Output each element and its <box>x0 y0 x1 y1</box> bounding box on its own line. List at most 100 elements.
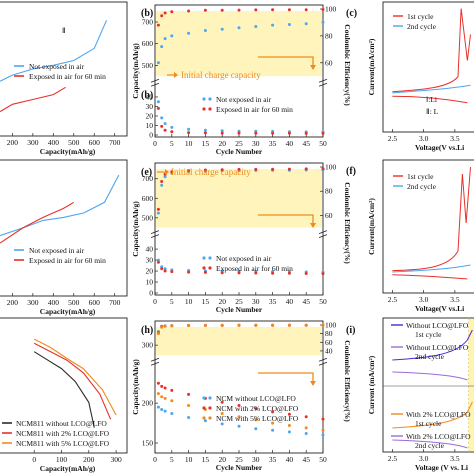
legend-entry: Not exposed in air <box>216 95 272 104</box>
series-line <box>392 264 471 273</box>
data-point <box>163 267 167 271</box>
axis-break <box>318 357 328 362</box>
y-tick-label: 500 <box>142 61 154 70</box>
x-tick-label: 3.5 <box>450 454 460 463</box>
legend-entry: Not exposed in air <box>216 254 272 263</box>
x-tick-label: 45 <box>302 139 310 148</box>
x-tick-label: 45 <box>302 297 310 306</box>
data-point <box>287 412 291 416</box>
data-point <box>271 421 275 425</box>
data-point <box>254 167 258 171</box>
y-axis-label: Capacity(mAh/g) <box>131 201 140 257</box>
series-ncm-with-5-lco-lfo-ce <box>156 323 325 336</box>
data-point <box>304 323 308 327</box>
x-tick-label: 300 <box>27 298 39 307</box>
data-point <box>160 14 164 18</box>
data-point <box>156 106 160 110</box>
arrow-head <box>310 65 316 70</box>
series-line <box>0 20 108 82</box>
data-point <box>163 409 167 413</box>
series-line <box>33 342 112 420</box>
x-tick-label: 5 <box>170 297 174 306</box>
data-point <box>304 131 308 135</box>
data-point <box>237 271 241 275</box>
x-tick-label: 40 <box>286 139 294 148</box>
data-point <box>170 10 174 14</box>
data-point <box>156 405 160 409</box>
data-point <box>220 8 224 12</box>
series-line <box>392 95 468 104</box>
legend-entry: 2nd cycle <box>415 352 445 361</box>
panel-g: 0 100 200 300 Capacity(mAh/g) NCM811 without … <box>0 317 128 473</box>
x-tick-label: 3.0 <box>419 295 429 304</box>
legend-swatch <box>202 406 206 410</box>
y-axis-label-right: Coulombic Efficiency(%) <box>343 340 352 422</box>
legend-swatch <box>202 416 206 420</box>
series-ncm-with-2-lco-lfo <box>156 381 325 421</box>
legend-swatch <box>208 406 212 410</box>
x-tick-label: 5 <box>170 455 174 464</box>
x-axis-label: Voltage(V vs.Li <box>415 143 464 152</box>
legend-swatch <box>202 266 206 270</box>
series-exposed-in-air-for-60-min <box>156 260 325 276</box>
y-tick-label: 40 <box>146 92 154 101</box>
data-point <box>321 131 325 135</box>
legend-entry: With 2% LCO@LFO <box>406 410 471 419</box>
x-tick-label: 0 <box>153 139 157 148</box>
data-point <box>271 323 275 327</box>
data-point <box>156 207 160 211</box>
legend-swatch <box>202 396 206 400</box>
axis-break <box>150 234 160 238</box>
x-tick-label: 25 <box>235 297 243 306</box>
data-point <box>156 23 160 27</box>
data-point <box>156 392 160 396</box>
data-point <box>220 129 224 133</box>
data-point <box>271 271 275 275</box>
plot-frame <box>382 317 474 453</box>
y-tick-label: 10 <box>146 121 154 130</box>
data-point <box>271 23 275 27</box>
y-tick-label-right: 60 <box>325 211 333 220</box>
highlight-band <box>468 319 474 451</box>
panel-label-b: (b) <box>141 8 153 19</box>
data-point <box>237 415 241 419</box>
axis-break <box>318 78 328 83</box>
data-point <box>170 130 174 134</box>
x-tick-label: 15 <box>202 139 210 148</box>
series-line <box>0 86 66 113</box>
data-point <box>271 410 275 414</box>
legend-entry: 2nd cycle <box>407 182 437 191</box>
data-point <box>254 418 258 422</box>
legend-swatch <box>208 416 212 420</box>
x-tick-label: 500 <box>68 138 80 147</box>
data-point <box>203 8 207 12</box>
y-tick-label: 10 <box>146 278 154 287</box>
data-point <box>170 270 174 274</box>
x-tick-label: 200 <box>83 455 95 464</box>
x-axis-label: Capacity(mAh/g) <box>40 464 96 473</box>
data-point <box>287 8 291 12</box>
data-point <box>156 258 160 262</box>
data-point <box>203 419 207 423</box>
data-point <box>237 424 241 428</box>
x-tick-label: 300 <box>27 138 39 147</box>
data-point <box>271 131 275 135</box>
x-tick-label: 400 <box>48 138 60 147</box>
annotation-label: Ⅱ <box>62 26 66 35</box>
x-tick-label: 5 <box>170 139 174 148</box>
x-tick-label: 100 <box>56 455 68 464</box>
data-point <box>237 323 241 327</box>
arrow-path <box>258 372 314 385</box>
data-point <box>187 416 191 419</box>
y-axis-label: Current(mA/cm²) <box>367 198 376 255</box>
x-tick-label: 3.0 <box>419 134 429 143</box>
x-tick-label: 20 <box>218 455 226 464</box>
highlight-band <box>156 169 322 228</box>
data-point <box>156 260 160 264</box>
x-axis-label: Capacity(mAh/g) <box>40 147 96 156</box>
y-tick-label: 150 <box>142 439 154 448</box>
data-point <box>160 395 164 399</box>
data-point <box>160 408 164 411</box>
